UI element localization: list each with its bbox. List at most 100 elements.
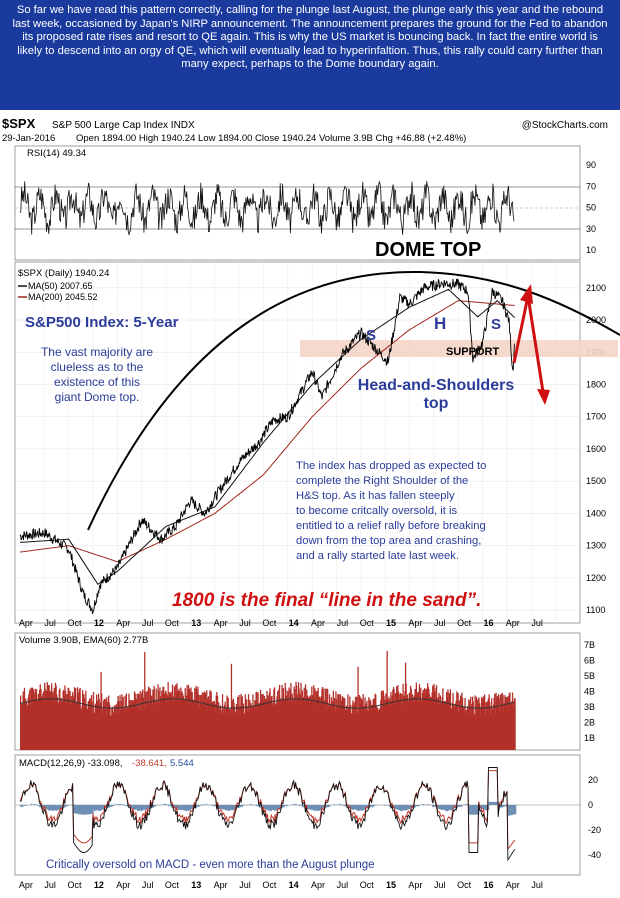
price-tick-label: 2100	[586, 283, 606, 293]
volume-bar	[418, 684, 421, 750]
volume-bar	[235, 714, 237, 750]
macd-hist-bar	[234, 805, 236, 810]
macd-hist-bar	[311, 805, 313, 810]
macd-hist-bar	[395, 805, 398, 810]
volume-bar	[359, 703, 362, 750]
volume-bar	[421, 703, 423, 750]
macd-hist-bar	[21, 805, 23, 807]
macd-hist-bar	[93, 805, 95, 810]
macd-hist-bar	[135, 805, 138, 810]
macd-hist-bar	[142, 805, 145, 810]
macd-hist-bar	[510, 805, 513, 815]
macd-hist-bar	[107, 805, 110, 808]
macd-hist-bar	[324, 805, 327, 808]
macd-hist-bar	[164, 803, 166, 805]
volume-bar	[64, 691, 67, 750]
volume-tick-label: 3B	[584, 702, 595, 712]
volume-bar	[233, 702, 235, 750]
dropped-line-1: The index has dropped as expected to	[296, 460, 486, 472]
volume-bar	[283, 698, 285, 750]
macd-hist-bar	[191, 805, 193, 809]
macd-hist-bar	[369, 805, 372, 807]
macd-hist-bar	[67, 805, 70, 806]
header-stats: Open 1894.00 High 1940.24 Low 1894.00 Cl…	[76, 133, 466, 144]
macd-hist-bar	[340, 804, 342, 805]
volume-bar	[507, 710, 509, 750]
volume-bar	[187, 694, 189, 750]
macd-hist-bar	[398, 805, 401, 811]
macd-hist-bar	[495, 801, 497, 805]
macd-hist-bar	[448, 805, 451, 811]
volume-bar	[292, 699, 295, 750]
macd-hist-bar	[143, 805, 146, 810]
volume-bar	[300, 683, 302, 750]
macd-hist-bar	[178, 805, 181, 810]
macd-hist-bar	[49, 805, 51, 811]
macd-hist-bar	[416, 805, 418, 806]
macd-hist-bar	[279, 805, 281, 809]
volume-bar	[158, 703, 160, 750]
volume-bar	[334, 710, 336, 750]
macd-hist-bar	[453, 805, 455, 809]
macd-hist-bar	[330, 805, 333, 806]
volume-bar	[121, 708, 124, 750]
macd-hist-bar	[81, 805, 83, 815]
macd-hist-bar	[131, 805, 133, 809]
volume-bar	[130, 700, 132, 750]
line-in-sand: 1800 is the final “line in the sand”.	[172, 590, 481, 611]
x-tick-label: Apr	[506, 618, 520, 628]
macd-hist-bar	[336, 804, 339, 805]
volume-bar	[273, 689, 275, 750]
macd-hist-bar	[117, 804, 119, 805]
macd-hist-bar	[66, 805, 69, 806]
macd-hist-bar	[225, 805, 228, 811]
macd-hist-bar	[121, 804, 123, 805]
macd-hist-bar	[218, 805, 221, 809]
macd-hist-bar	[100, 805, 103, 810]
volume-bar	[375, 694, 377, 750]
macd-hist-bar	[24, 805, 27, 806]
macd-hist-bar	[354, 805, 356, 810]
macd-hist-bar	[195, 805, 197, 808]
macd-hist-bar	[139, 805, 142, 810]
macd-hist-bar	[239, 805, 241, 808]
x-tick-label: Apr	[311, 880, 325, 890]
header-source: @StockCharts.com	[522, 120, 608, 131]
price-tick-label: 1300	[586, 541, 606, 551]
macd-hist-bar	[396, 805, 399, 809]
volume-bar	[216, 692, 218, 750]
dropped-line-5: entitled to a relief rally before breaki…	[296, 520, 486, 532]
macd-hist-bar	[444, 805, 447, 811]
volume-bar	[449, 689, 452, 750]
macd-hist-bar	[339, 804, 341, 805]
macd-hist-bar	[130, 805, 132, 808]
dropped-line-6: down from the top area and crashing,	[296, 535, 481, 547]
volume-bar	[457, 693, 459, 750]
macd-hist-bar	[446, 805, 449, 812]
macd-hist-bar	[357, 805, 359, 810]
macd-hist-bar	[475, 805, 478, 815]
macd-tick-label: 20	[588, 775, 598, 785]
macd-hist-bar	[513, 805, 516, 815]
macd-hist-bar	[180, 805, 183, 811]
volume-bar	[212, 701, 214, 750]
macd-hist-bar	[298, 805, 301, 807]
macd-hist-bar	[282, 805, 284, 808]
macd-hist-bar	[362, 805, 365, 810]
macd-hist-bar	[368, 805, 371, 809]
macd-hist-bar	[58, 805, 60, 810]
macd-hist-bar	[474, 805, 477, 815]
majority-line-4: giant Dome top.	[55, 390, 140, 404]
volume-bar	[390, 691, 392, 750]
macd-hist-bar	[138, 805, 141, 811]
dropped-line-4: to become critcally oversold, it is	[296, 505, 457, 517]
x-tick-label: Jul	[531, 880, 543, 890]
macd-hist-bar	[47, 805, 49, 810]
macd-hist-bar	[181, 805, 184, 810]
volume-bar	[259, 689, 262, 750]
x-tick-label: 15	[386, 880, 396, 890]
x-tick-label: 13	[191, 880, 201, 890]
volume-bar	[261, 703, 264, 750]
macd-hist-bar	[437, 805, 440, 810]
volume-bar	[114, 705, 116, 750]
